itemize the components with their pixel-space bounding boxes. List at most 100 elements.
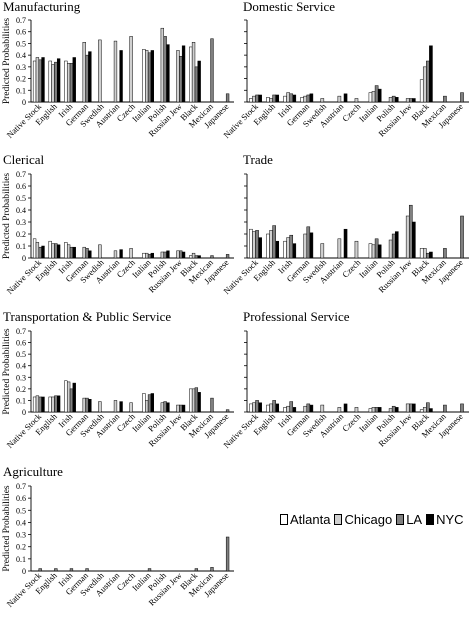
bar-chicago-german	[82, 246, 86, 259]
y-tick-label: 0	[22, 567, 26, 576]
bar-chicago-native-stock	[35, 395, 40, 413]
bar-atlanta-italian	[142, 49, 146, 103]
x-tick-label: Italian	[357, 101, 380, 124]
bar-chicago-czech	[129, 36, 133, 103]
bar-chicago-irish	[286, 92, 290, 103]
bar-nyc-black	[429, 408, 433, 413]
bar-chicago-german	[303, 233, 308, 259]
bar-la-german	[85, 248, 89, 259]
bar-nyc-russian-jew	[412, 403, 416, 413]
bar-nyc-black	[429, 251, 433, 259]
bar-la-black	[194, 255, 199, 259]
bar-la-mexican	[210, 38, 214, 103]
bar-atlanta-irish	[64, 380, 68, 413]
bar-la-russian-jew	[179, 404, 183, 413]
legend-item-nyc: NYC	[426, 512, 464, 527]
bar-la-irish	[289, 234, 294, 259]
y-tick-label: 0.7	[16, 170, 26, 179]
bar-chicago-english	[269, 403, 273, 413]
bar-nyc-german	[88, 51, 92, 103]
bar-la-polish	[391, 233, 396, 259]
bar-la-italian	[147, 254, 152, 259]
bar-chicago-german	[303, 95, 308, 103]
bar-atlanta-english	[48, 60, 52, 103]
legend-item-chicago: Chicago	[334, 512, 392, 527]
bar-nyc-english	[56, 395, 61, 413]
bar-la-irish	[289, 401, 294, 413]
bar-nyc-irish	[72, 57, 76, 103]
bar-chicago-austrian	[113, 400, 118, 413]
bar-chicago-irish	[66, 381, 71, 413]
bar-la-german	[306, 94, 311, 103]
bar-atlanta-irish	[64, 60, 68, 103]
bar-chicago-black	[422, 66, 427, 103]
chart-legend: Atlanta Chicago LA NYC	[280, 512, 468, 527]
bar-chicago-russian-jew	[176, 404, 180, 413]
bar-chicago-black	[191, 252, 196, 259]
bar-nyc-polish	[394, 231, 399, 259]
bar-chicago-polish	[160, 251, 164, 259]
bar-nyc-italian	[377, 88, 382, 103]
y-tick-label: 0.4	[16, 206, 26, 215]
bar-la-native-stock	[255, 400, 259, 413]
bar-nyc-italian	[377, 407, 382, 413]
legend-label-chicago: Chicago	[344, 512, 393, 527]
bar-nyc-native-stock	[41, 396, 45, 413]
bar-nyc-italian	[150, 50, 154, 103]
bar-nyc-russian-jew	[181, 404, 186, 413]
bar-la-irish	[69, 568, 74, 572]
bar-chicago-irish	[66, 63, 71, 103]
chart-panel-clerical: Clerical 0 0.1 0.2 0.3 0.4 0.5 0.6 0.7 Predicted …	[2, 152, 234, 296]
bar-chicago-austrian	[337, 407, 342, 413]
y-axis-label: Predicted Probabilities	[2, 328, 12, 415]
bar-la-polish	[391, 405, 396, 413]
bar-chicago-austrian	[113, 40, 118, 103]
bar-chicago-swedish	[98, 401, 102, 413]
bar-la-black	[194, 568, 199, 572]
bar-atlanta-italian	[368, 92, 373, 103]
bar-chicago-irish	[286, 405, 290, 413]
bar-chicago-english	[51, 243, 55, 259]
y-axis-label: Predicted Probabilities	[2, 485, 12, 572]
bar-chicago-italian	[371, 407, 376, 413]
bar-nyc-german	[309, 232, 314, 259]
bar-chicago-czech	[129, 402, 133, 413]
bar-la-polish	[163, 36, 167, 103]
bar-atlanta-english	[266, 233, 270, 259]
bar-chicago-native-stock	[252, 95, 256, 103]
bar-chicago-native-stock	[35, 57, 40, 103]
bar-atlanta-native-stock	[32, 238, 37, 259]
bar-la-russian-jew	[408, 403, 413, 413]
chart-title: Clerical	[3, 152, 45, 167]
y-tick-label: 0.1	[16, 242, 26, 251]
y-axis-label: Predicted Probabilities	[2, 18, 12, 105]
chart-panel-manufacturing: Manufacturing 0 0.1 0.2 0.3 0.4 0.5 0.6 0.7 Predi…	[2, 0, 234, 140]
bar-chicago-czech	[354, 240, 359, 259]
bar-la-japanese	[225, 409, 230, 413]
bar-nyc-irish	[292, 243, 297, 259]
bar-la-italian	[147, 52, 152, 103]
bar-la-irish	[289, 93, 294, 103]
bar-nyc-black	[197, 60, 201, 103]
bar-la-japanese	[460, 403, 464, 413]
bar-la-irish	[69, 63, 74, 103]
bar-chicago-austrian	[337, 238, 342, 259]
bar-la-native-stock	[255, 94, 259, 103]
legend-swatch-nyc	[426, 514, 435, 525]
y-tick-label: 0.3	[16, 373, 26, 382]
bar-atlanta-black	[419, 248, 424, 259]
bar-nyc-black	[197, 255, 201, 259]
y-tick-label: 0.2	[16, 385, 26, 394]
bar-nyc-russian-jew	[181, 45, 186, 103]
bar-chicago-italian	[371, 91, 376, 103]
y-tick-label: 0.4	[16, 362, 26, 371]
y-tick-label: 0.5	[16, 39, 26, 48]
bar-nyc-irish	[72, 382, 76, 413]
bar-chicago-italian	[145, 252, 149, 259]
bar-chicago-russian-jew	[405, 215, 410, 259]
bar-nyc-polish	[166, 44, 170, 103]
bar-nyc-native-stock	[258, 402, 262, 413]
bar-chicago-native-stock	[252, 231, 256, 259]
chart-title: Domestic Service	[243, 0, 335, 14]
